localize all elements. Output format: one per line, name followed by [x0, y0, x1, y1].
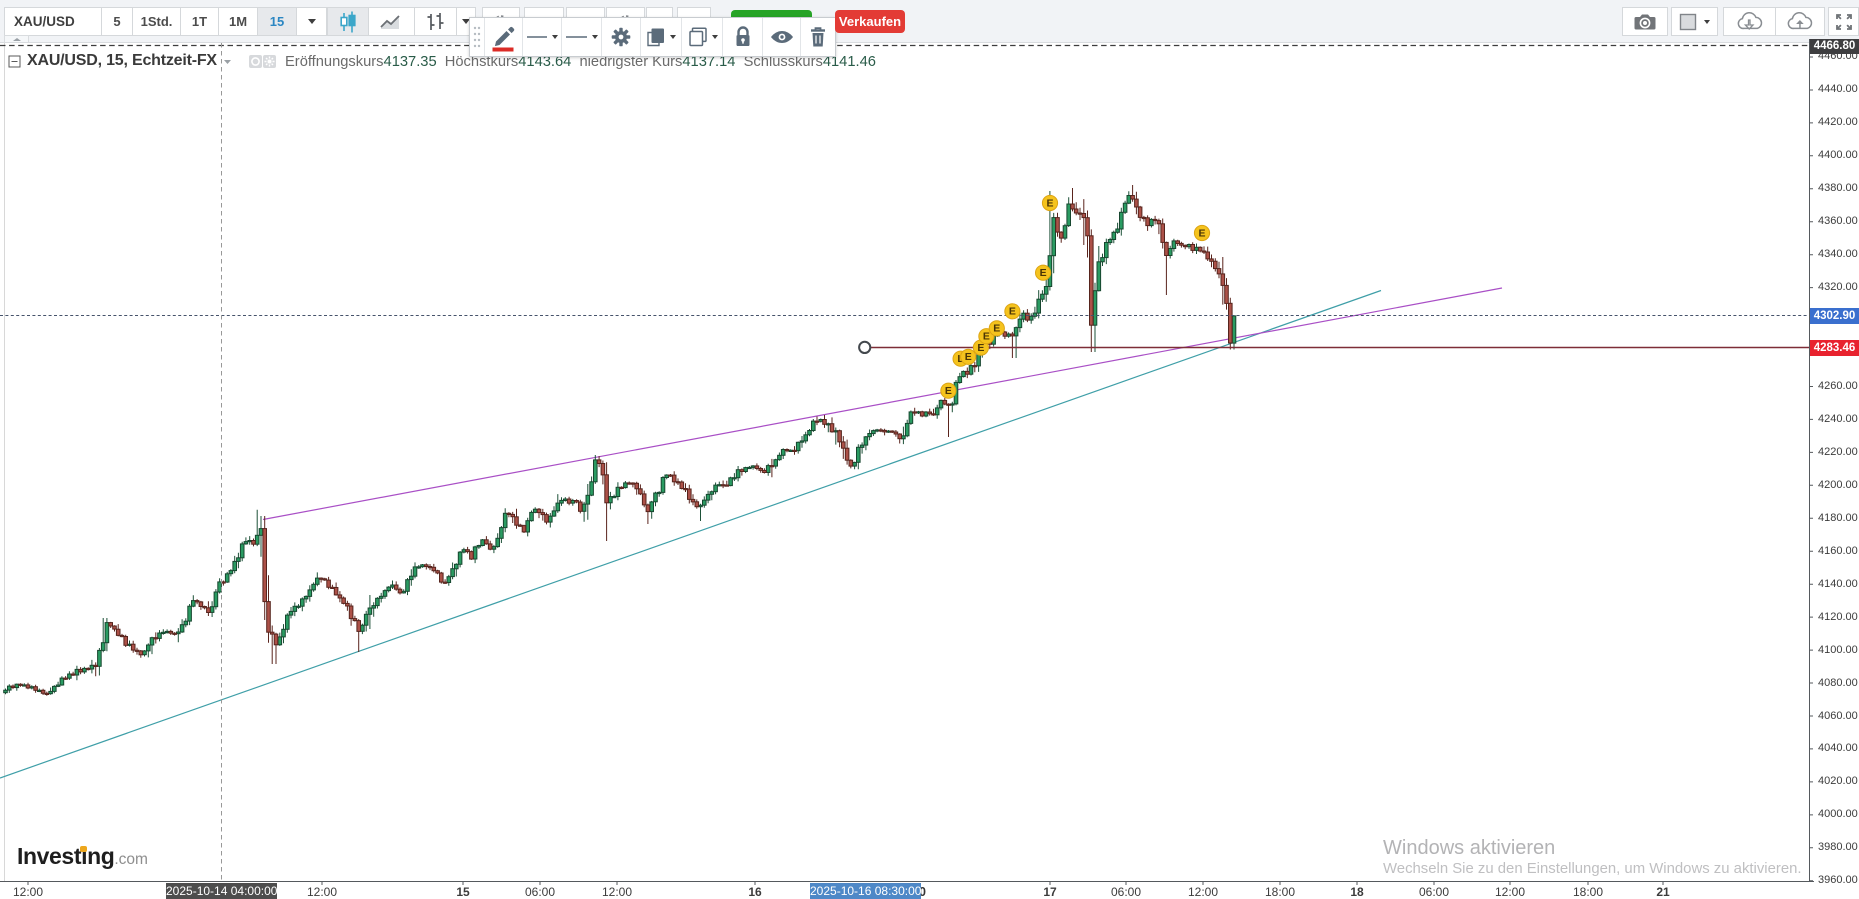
svg-text:E: E	[1009, 306, 1016, 318]
svg-text:E: E	[977, 342, 984, 354]
svg-text:E: E	[945, 385, 952, 397]
svg-text:E: E	[1040, 267, 1047, 279]
svg-text:E: E	[993, 323, 1000, 335]
svg-text:E: E	[1046, 197, 1053, 209]
svg-text:E: E	[983, 331, 990, 343]
svg-text:E: E	[965, 351, 972, 363]
svg-text:E: E	[1198, 227, 1205, 239]
